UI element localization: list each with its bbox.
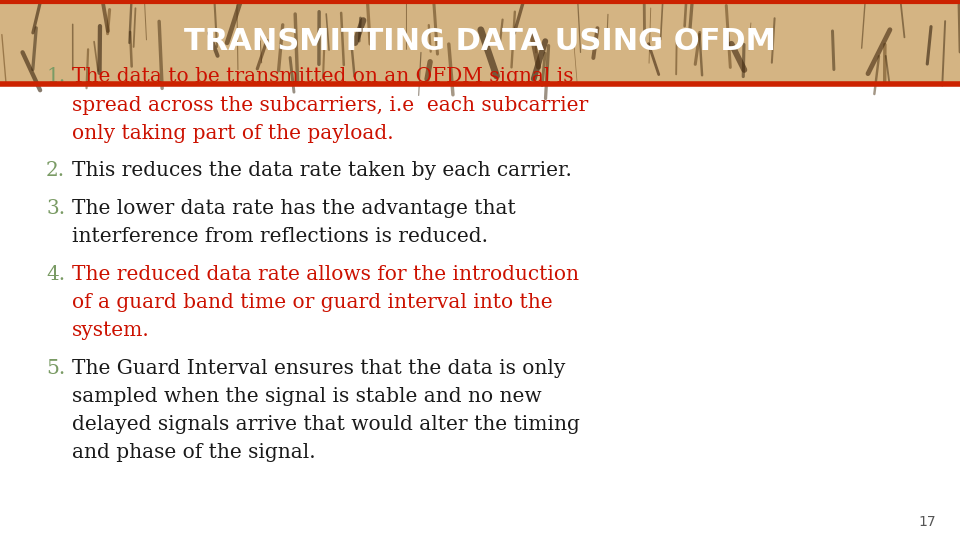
Text: The Guard Interval ensures that the data is only: The Guard Interval ensures that the data… [72,359,565,378]
Text: 5.: 5. [46,359,65,378]
Text: 2.: 2. [46,161,65,180]
Text: system.: system. [72,321,150,340]
Text: and phase of the signal.: and phase of the signal. [72,443,316,462]
Text: 4.: 4. [46,265,65,284]
Text: TRANSMITTING DATA USING OFDM: TRANSMITTING DATA USING OFDM [184,28,776,56]
Text: 1.: 1. [46,68,65,86]
Text: 17: 17 [919,515,936,529]
Text: spread across the subcarriers, i.e  each subcarrier: spread across the subcarriers, i.e each … [72,96,588,114]
Text: The reduced data rate allows for the introduction: The reduced data rate allows for the int… [72,265,579,284]
Text: The lower data rate has the advantage that: The lower data rate has the advantage th… [72,199,516,218]
Text: This reduces the data rate taken by each carrier.: This reduces the data rate taken by each… [72,161,572,180]
Text: of a guard band time or guard interval into the: of a guard band time or guard interval i… [72,293,553,312]
Text: only taking part of the payload.: only taking part of the payload. [72,124,394,143]
Text: 3.: 3. [46,199,65,218]
Text: sampled when the signal is stable and no new: sampled when the signal is stable and no… [72,387,541,406]
Text: interference from reflections is reduced.: interference from reflections is reduced… [72,227,488,246]
Text: delayed signals arrive that would alter the timing: delayed signals arrive that would alter … [72,415,580,434]
FancyBboxPatch shape [0,0,960,84]
Text: The data to be transmitted on an OFDM signal is: The data to be transmitted on an OFDM si… [72,68,573,86]
